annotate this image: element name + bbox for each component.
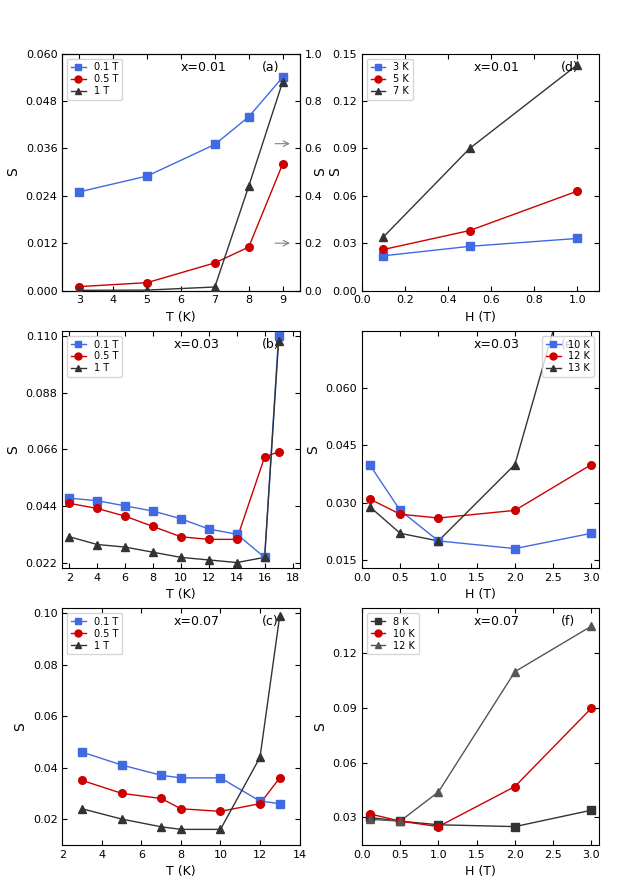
Legend: 0.1 T, 0.5 T, 1 T: 0.1 T, 0.5 T, 1 T xyxy=(67,58,122,100)
Text: x=0.07: x=0.07 xyxy=(174,615,220,628)
Y-axis label: S: S xyxy=(328,168,342,176)
Text: x=0.03: x=0.03 xyxy=(174,338,220,350)
Text: (c): (c) xyxy=(261,615,278,628)
Legend: 10 K, 12 K, 13 K: 10 K, 12 K, 13 K xyxy=(542,335,594,377)
X-axis label: T (K): T (K) xyxy=(166,865,196,878)
Y-axis label: S: S xyxy=(6,445,20,453)
Text: x=0.03: x=0.03 xyxy=(474,338,519,350)
Y-axis label: S: S xyxy=(6,168,20,176)
Legend: 0.1 T, 0.5 T, 1 T: 0.1 T, 0.5 T, 1 T xyxy=(67,335,122,377)
Text: x=0.01: x=0.01 xyxy=(181,61,227,73)
X-axis label: T (K): T (K) xyxy=(166,588,196,601)
Text: (e): (e) xyxy=(561,338,578,350)
Legend: 8 K, 10 K, 12 K: 8 K, 10 K, 12 K xyxy=(367,612,419,654)
Legend: 3 K, 5 K, 7 K: 3 K, 5 K, 7 K xyxy=(367,58,412,100)
Text: x=0.01: x=0.01 xyxy=(474,61,519,73)
Text: (b): (b) xyxy=(261,338,279,350)
X-axis label: T (K): T (K) xyxy=(166,311,196,324)
Text: (d): (d) xyxy=(561,61,579,73)
X-axis label: H (T): H (T) xyxy=(465,865,496,878)
X-axis label: H (T): H (T) xyxy=(465,588,496,601)
Text: x=0.07: x=0.07 xyxy=(474,615,519,628)
Text: (f): (f) xyxy=(561,615,575,628)
Y-axis label: S: S xyxy=(313,722,327,730)
Y-axis label: S: S xyxy=(313,168,327,176)
Legend: 0.1 T, 0.5 T, 1 T: 0.1 T, 0.5 T, 1 T xyxy=(67,612,122,654)
X-axis label: H (T): H (T) xyxy=(465,311,496,324)
Y-axis label: S: S xyxy=(306,445,319,453)
Y-axis label: S: S xyxy=(13,722,27,730)
Text: (a): (a) xyxy=(261,61,279,73)
